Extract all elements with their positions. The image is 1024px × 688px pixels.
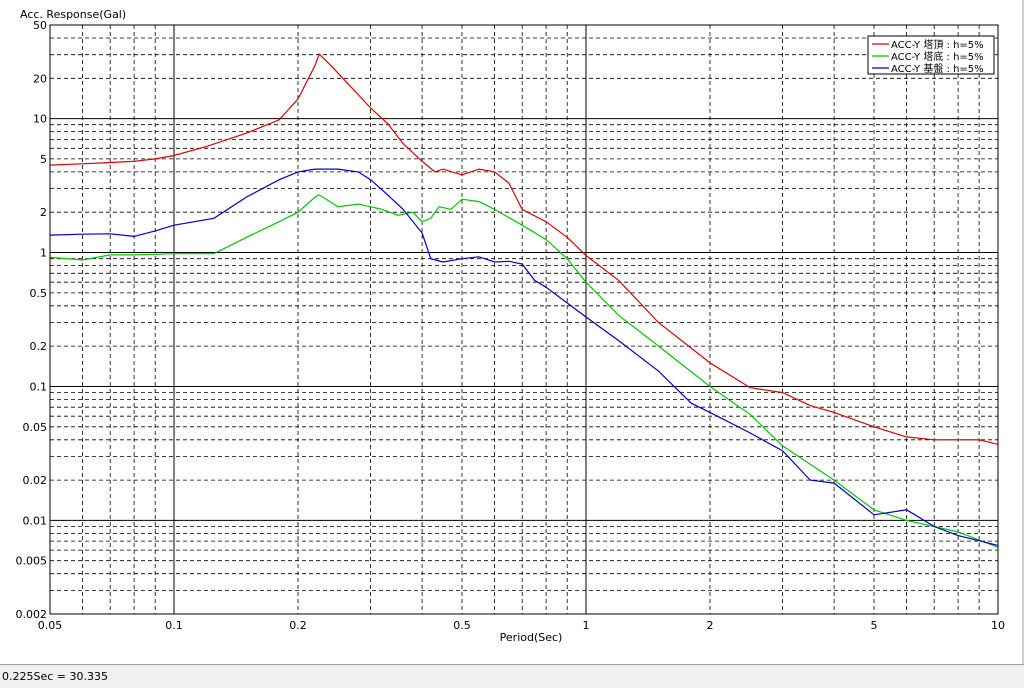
x-tick-label: 10: [991, 619, 1005, 632]
chart-canvas: Acc. Response(Gal) 5020105210.50.20.10.0…: [16, 8, 1006, 644]
x-tick-label: 0.1: [165, 619, 183, 632]
legend-label-top: ACC-Y 塔頂 : h=5%: [891, 38, 984, 51]
data-series: [49, 53, 999, 548]
legend: ACC-Y 塔頂 : h=5% ACC-Y 塔底 : h=5% ACC-Y 基盤…: [867, 35, 995, 75]
y-tick-label: 50: [33, 19, 47, 32]
y-tick-label: 1: [40, 247, 47, 260]
x-tick-label: 5: [871, 619, 878, 632]
y-tick-labels: 50 20 10 5 2 1 0.5 0.2 0.1 0.05 0.02 0.01 0.005 0.002: [16, 19, 48, 621]
x-tick-label: 0.05: [38, 619, 63, 632]
x-axis-title: Period(Sec): [500, 631, 563, 644]
status-bar: 0.225Sec = 30.335: [0, 664, 1024, 688]
y-tick-label: 0.2: [30, 340, 48, 353]
y-tick-label: 0.01: [23, 514, 48, 527]
y-tick-label: 0.5: [30, 287, 48, 300]
series-line-2: [49, 168, 999, 546]
y-tick-label: 10: [33, 113, 47, 126]
y-tick-label: 0.05: [23, 421, 48, 434]
x-tick-label: 2: [707, 619, 714, 632]
y-tick-label: 5: [40, 153, 47, 166]
y-tick-label: 0.005: [16, 555, 48, 568]
x-tick-label: 1: [583, 619, 590, 632]
series-line-1: [49, 194, 999, 548]
series-line-0: [49, 53, 999, 445]
grid-lines: [50, 25, 998, 614]
y-axis-title: Acc. Response(Gal): [20, 8, 126, 21]
y-tick-label: 2: [40, 206, 47, 219]
plot-area[interactable]: [50, 25, 998, 614]
x-tick-label: 0.5: [453, 619, 471, 632]
x-tick-labels: 0.05 0.1 0.2 0.5 1 2 5 10: [38, 619, 1005, 632]
legend-label-bottom: ACC-Y 塔底 : h=5%: [891, 50, 984, 63]
y-tick-label: 0.1: [30, 381, 48, 394]
plot-frame: [49, 24, 999, 615]
y-tick-label: 0.002: [16, 608, 48, 621]
x-tick-label: 0.2: [289, 619, 307, 632]
legend-label-base: ACC-Y 基盤 : h=5%: [891, 62, 984, 75]
cursor-readout: 0.225Sec = 30.335: [2, 670, 108, 683]
y-tick-label: 0.02: [23, 474, 48, 487]
window-border: [1022, 0, 1024, 664]
y-tick-label: 20: [33, 72, 47, 85]
